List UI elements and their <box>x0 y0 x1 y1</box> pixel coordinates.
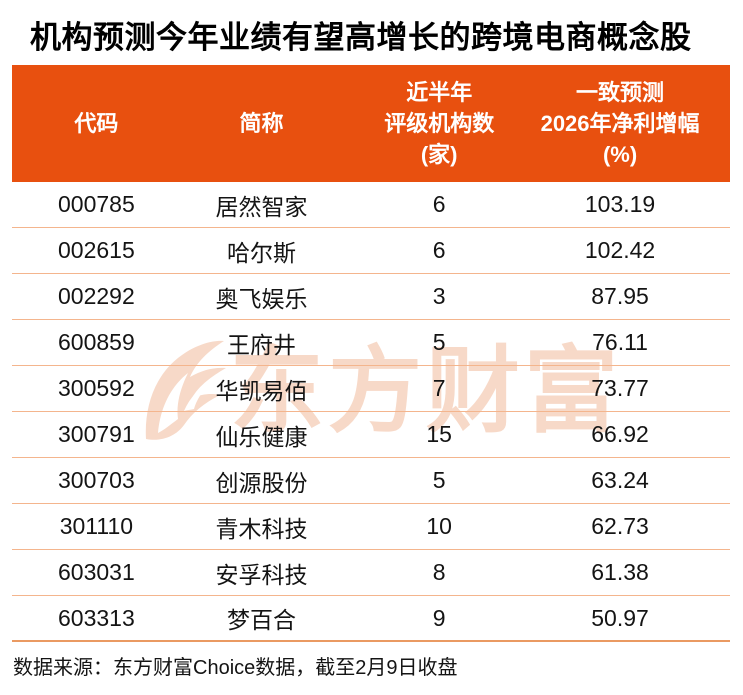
cell-stock-code: 603031 <box>57 559 135 585</box>
cell-stock-name: 梦百合 <box>226 607 296 633</box>
table-row: 002292 奥飞娱乐 3 87.95 <box>12 274 730 320</box>
table-row: 603313 梦百合 9 50.97 <box>12 596 730 642</box>
cell-stock-name: 王府井 <box>226 331 296 358</box>
cell-agency-count: 3 <box>432 283 446 309</box>
cell-agency-count: 15 <box>426 421 452 447</box>
table-row: 600859 王府井 5 76.11 <box>12 320 730 366</box>
table-row: 002615 哈尔斯 6 102.42 <box>12 228 730 274</box>
cell-growth-percent: 62.73 <box>591 513 649 539</box>
table-body: 000785 居然智家 6 103.19 002615 哈尔斯 6 102.42… <box>12 182 730 642</box>
cell-agency-count: 10 <box>426 513 452 539</box>
cell-stock-code: 603313 <box>57 604 135 631</box>
cell-stock-name: 哈尔斯 <box>226 239 296 266</box>
cell-stock-name: 安孚科技 <box>215 561 308 588</box>
page-title: 机构预测今年业绩有望高增长的跨境电商概念股 <box>30 20 692 55</box>
cell-stock-code: 300703 <box>57 467 135 493</box>
header-profit-growth: 一致预测 2026年净利增幅 (%) <box>540 80 700 167</box>
cell-stock-code: 000785 <box>57 191 135 217</box>
cell-growth-percent: 50.97 <box>591 604 649 631</box>
cell-agency-count: 8 <box>432 559 446 585</box>
cell-agency-count: 6 <box>432 191 446 217</box>
cell-growth-percent: 103.19 <box>584 191 656 217</box>
data-source-note: 数据来源：东方财富Choice数据，截至2月9日收盘 <box>13 657 458 679</box>
cell-growth-percent: 61.38 <box>591 559 649 585</box>
stocks-table: 代码 简称 近半年 评级机构数 (家) 一致预测 2026年净利增幅 (%) 0… <box>12 65 730 642</box>
cell-stock-code: 002615 <box>57 237 135 263</box>
cell-stock-name: 华凯易佰 <box>215 377 308 404</box>
table-row: 301110 青木科技 10 62.73 <box>12 504 730 550</box>
cell-growth-percent: 102.42 <box>584 237 656 263</box>
table-row: 300703 创源股份 5 63.24 <box>12 458 730 504</box>
cell-growth-percent: 73.77 <box>591 375 649 401</box>
table-row: 603031 安孚科技 8 61.38 <box>12 550 730 596</box>
cell-stock-name: 仙乐健康 <box>215 423 308 450</box>
header-code: 代码 <box>74 111 119 136</box>
table-header-row: 代码 简称 近半年 评级机构数 (家) 一致预测 2026年净利增幅 (%) <box>12 65 730 182</box>
header-rating-agencies: 近半年 评级机构数 (家) <box>384 80 495 167</box>
cell-agency-count: 7 <box>432 375 446 401</box>
cell-agency-count: 6 <box>432 237 446 263</box>
cell-stock-code: 600859 <box>57 329 135 355</box>
cell-stock-name: 创源股份 <box>215 469 308 496</box>
cell-growth-percent: 63.24 <box>591 467 649 493</box>
cell-stock-code: 301110 <box>59 513 134 539</box>
cell-growth-percent: 76.11 <box>592 329 648 355</box>
table-row: 300791 仙乐健康 15 66.92 <box>12 412 730 458</box>
cell-stock-name: 青木科技 <box>215 515 308 542</box>
cell-agency-count: 5 <box>432 329 446 355</box>
cell-stock-code: 300592 <box>57 375 135 401</box>
cell-agency-count: 5 <box>432 467 446 493</box>
table-row: 300592 华凯易佰 7 73.77 <box>12 366 730 412</box>
cell-agency-count: 9 <box>432 604 446 631</box>
cell-stock-code: 300791 <box>57 421 135 447</box>
cell-growth-percent: 66.92 <box>591 421 649 447</box>
header-name: 简称 <box>239 111 284 136</box>
table-row: 000785 居然智家 6 103.19 <box>12 182 730 228</box>
cell-growth-percent: 87.95 <box>591 283 649 309</box>
cell-stock-code: 002292 <box>57 283 135 309</box>
cell-stock-name: 奥飞娱乐 <box>215 285 308 312</box>
cell-stock-name: 居然智家 <box>215 193 308 220</box>
